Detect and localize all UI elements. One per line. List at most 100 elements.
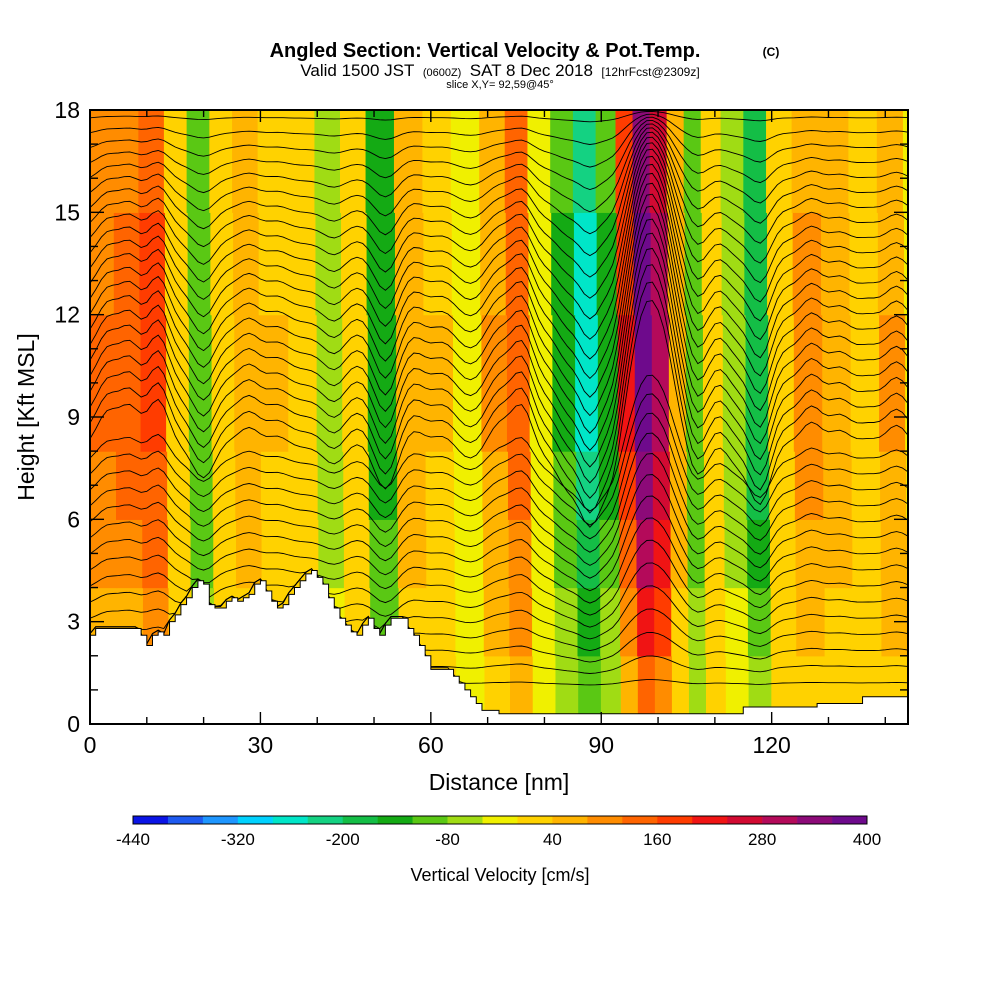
velocity-cell — [261, 519, 291, 589]
velocity-cell — [455, 587, 485, 657]
velocity-cell — [508, 519, 532, 589]
velocity-cell — [138, 110, 165, 213]
velocity-cell — [367, 314, 397, 452]
chart-subtitle: Valid 1500 JST (0600Z) SAT 8 Dec 2018 [1… — [300, 61, 699, 80]
x-tick-label: 120 — [752, 732, 790, 758]
velocity-cell — [766, 110, 793, 213]
velocity-cell — [425, 451, 455, 520]
colorbar-swatch — [657, 816, 693, 824]
theta-contour — [90, 432, 908, 553]
velocity-cell — [189, 451, 214, 520]
y-tick-label: 3 — [67, 609, 80, 635]
velocity-cell — [700, 110, 722, 213]
colorbar-swatch — [272, 816, 309, 824]
velocity-cell — [552, 314, 576, 452]
velocity-cell — [633, 212, 652, 316]
plot-area — [90, 110, 908, 724]
velocity-cell — [167, 451, 191, 520]
colorbar-swatch — [482, 816, 518, 824]
colorbar-swatch — [447, 816, 483, 824]
velocity-cell — [211, 314, 235, 452]
colorbar-swatch — [202, 816, 239, 824]
velocity-cell — [744, 212, 768, 316]
theta-contour — [90, 281, 908, 514]
velocity-cell — [423, 212, 453, 316]
velocity-cell — [116, 451, 143, 520]
colorbar-swatch — [762, 816, 798, 824]
x-axis-label: Distance [nm] — [429, 769, 570, 795]
theta-contour — [90, 136, 908, 278]
velocity-cell — [634, 314, 653, 452]
velocity-cell — [654, 587, 672, 657]
velocity-cell — [481, 314, 508, 452]
colorbar-tick-label: 400 — [853, 830, 881, 849]
velocity-cell — [397, 451, 427, 520]
velocity-cell — [509, 587, 533, 657]
velocity-cell — [187, 212, 211, 316]
velocity-cell — [620, 655, 639, 724]
theta-contour — [90, 155, 908, 340]
velocity-cell — [113, 212, 140, 316]
y-tick-label: 6 — [67, 506, 80, 532]
velocity-cell — [259, 314, 289, 452]
colorbar-swatch — [552, 816, 588, 824]
velocity-cell — [553, 451, 577, 520]
terrain — [90, 570, 908, 724]
colorbar-swatch — [133, 816, 169, 824]
colorbar-swatch — [622, 816, 658, 824]
velocity-cell — [595, 110, 617, 213]
velocity-cell — [600, 655, 622, 724]
theta-contour — [90, 123, 908, 213]
y-tick-label: 0 — [67, 711, 80, 737]
y-tick-label: 15 — [54, 199, 80, 225]
velocity-cell — [685, 314, 704, 452]
velocity-cell — [480, 212, 507, 316]
theta-contour — [90, 453, 908, 566]
velocity-cell — [506, 314, 531, 452]
colorbar-tick-label: -80 — [435, 830, 460, 849]
velocity-cell — [315, 212, 342, 316]
velocity-cell — [669, 451, 688, 520]
velocity-cell — [705, 655, 727, 724]
colorbar-tick-label: -440 — [116, 830, 150, 849]
velocity-cell — [851, 451, 881, 520]
x-tick-label: 30 — [248, 732, 274, 758]
velocity-cell — [794, 451, 824, 520]
colorbar — [132, 815, 868, 825]
velocity-cell — [704, 519, 726, 589]
theta-contour — [90, 116, 908, 168]
theta-contour — [90, 205, 908, 434]
theta-contour — [90, 539, 908, 616]
velocity-cell — [724, 519, 748, 589]
velocity-cell — [721, 212, 745, 316]
velocity-cell — [397, 519, 427, 589]
velocity-cell — [504, 110, 529, 213]
velocity-cell — [577, 587, 601, 657]
velocity-cell — [745, 314, 769, 452]
velocity-cell — [853, 587, 883, 657]
velocity-cell — [720, 110, 744, 213]
velocity-cell — [340, 110, 367, 213]
velocity-cell — [112, 110, 139, 213]
velocity-cell — [527, 110, 551, 213]
terrain-shape — [90, 570, 908, 724]
colorbar-swatch — [517, 816, 553, 824]
theta-contour — [90, 127, 908, 235]
velocity-cell — [90, 110, 114, 213]
velocity-cell — [505, 212, 530, 316]
velocity-cell — [114, 314, 142, 452]
velocity-cell — [823, 519, 853, 589]
velocity-cell — [190, 519, 214, 589]
velocity-cell — [258, 212, 288, 316]
velocity-cell — [688, 587, 706, 657]
velocity-cell — [551, 212, 575, 316]
velocity-cell — [768, 314, 795, 452]
theta-contour — [90, 517, 908, 604]
velocity-cell — [769, 451, 796, 520]
velocity-cell — [260, 451, 290, 520]
velocity-cell — [142, 519, 169, 589]
velocity-cell — [619, 519, 638, 589]
theta-contour — [90, 163, 908, 360]
velocity-cell — [824, 587, 854, 657]
theta-contour — [90, 474, 908, 579]
